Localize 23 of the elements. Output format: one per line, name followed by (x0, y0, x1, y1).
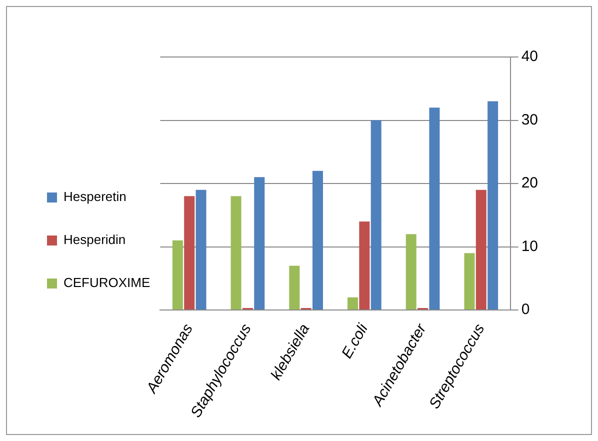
bar (464, 253, 475, 310)
bar (359, 221, 370, 310)
legend-label: Hesperidin (64, 232, 126, 248)
bar (406, 234, 416, 310)
bar (196, 190, 206, 310)
y-tick-label: 20 (521, 174, 538, 192)
bar (370, 120, 382, 310)
legend-label: Hesperetin (64, 189, 126, 204)
bar (289, 266, 300, 310)
bar (172, 240, 183, 310)
y-tick-label: 30 (521, 111, 538, 128)
bar (429, 108, 440, 310)
y-tick-label: 0 (521, 301, 530, 318)
bar (312, 170, 323, 310)
y-tick-label: 40 (521, 48, 538, 66)
legend-label: CEFUROXIME (64, 275, 150, 290)
bar (230, 196, 242, 310)
bar (348, 297, 358, 310)
bar (488, 101, 498, 310)
bar (184, 196, 195, 310)
bar (476, 190, 486, 310)
y-tick-label: 10 (521, 238, 538, 255)
bar (254, 177, 265, 310)
